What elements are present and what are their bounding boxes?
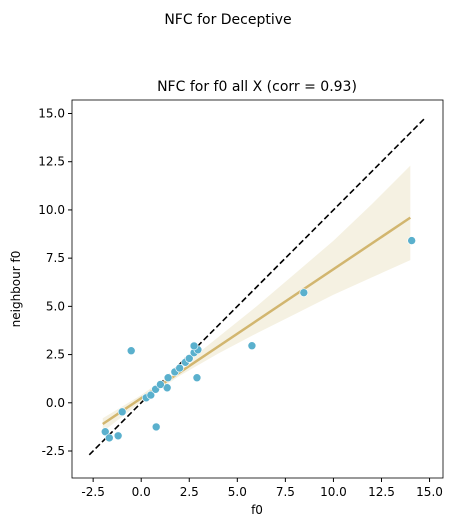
point <box>184 354 194 363</box>
y-tick-label: -2.5 <box>42 444 65 458</box>
point <box>146 390 156 400</box>
y-tick-label: 2.5 <box>46 348 65 362</box>
point <box>151 422 161 432</box>
confidence-band <box>102 165 411 432</box>
plot-frame <box>71 99 444 479</box>
x-tick-label: 5.0 <box>228 485 247 499</box>
x-tick-label: 10.0 <box>320 485 347 499</box>
x-tick-label: 7.5 <box>276 485 295 499</box>
point <box>407 236 416 245</box>
y-tick-label: 12.5 <box>38 155 65 169</box>
point <box>117 407 127 417</box>
x-tick-label: 0.0 <box>132 485 151 499</box>
identity-line <box>88 116 427 456</box>
y-tick-label: 7.5 <box>46 251 65 265</box>
point <box>100 427 110 437</box>
x-tick-label: 15.0 <box>416 485 443 499</box>
point <box>156 380 165 389</box>
point <box>189 341 199 351</box>
y-tick-label: 15.0 <box>38 107 65 121</box>
x-tick-label: 12.5 <box>368 485 395 499</box>
point <box>163 373 173 383</box>
x-axis-label: f0 <box>251 503 263 517</box>
point <box>104 433 114 443</box>
y-tick-label: 5.0 <box>46 299 65 313</box>
point <box>247 341 257 351</box>
chart-title: NFC for f0 all X (corr = 0.93) <box>157 79 357 95</box>
point <box>126 346 136 356</box>
y-tick-label: 0.0 <box>46 396 65 410</box>
point <box>192 373 202 383</box>
x-tick-label: 2.5 <box>180 485 199 499</box>
y-axis-label: neighbour f0 <box>9 251 23 328</box>
y-tick-label: 10.0 <box>38 203 65 217</box>
x-tick-label: -2.5 <box>81 485 104 499</box>
point <box>113 431 123 441</box>
point <box>299 288 309 297</box>
suptitle: NFC for Deceptive <box>164 12 291 28</box>
point <box>175 363 184 373</box>
